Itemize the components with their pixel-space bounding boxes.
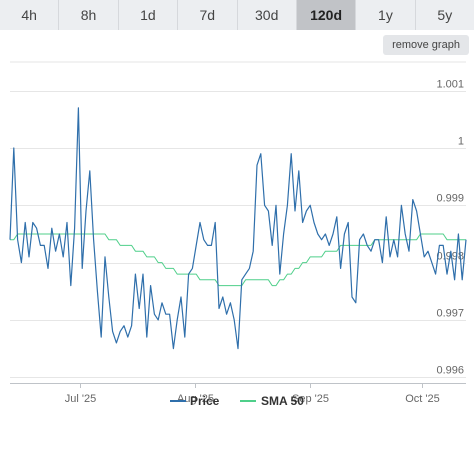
range-button-30d[interactable]: 30d <box>237 0 297 30</box>
y-tick-label: 0.996 <box>436 365 464 377</box>
y-tick-label: 1.001 <box>436 79 464 91</box>
sma-50-line <box>10 233 466 287</box>
x-axis-ticks: Jul '25 Aug '25 Sep '25 Oct '25 <box>65 383 440 405</box>
y-tick-label: 0.997 <box>436 308 464 320</box>
remove-graph-button[interactable]: remove graph <box>383 35 469 55</box>
legend-sma-label[interactable]: SMA 50 <box>261 394 304 408</box>
range-button-4h[interactable]: 4h <box>0 0 60 30</box>
range-button-1y[interactable]: 1y <box>356 0 416 30</box>
y-tick-label: 0.999 <box>436 193 464 205</box>
range-button-5y[interactable]: 5y <box>415 0 474 30</box>
range-button-1d[interactable]: 1d <box>118 0 179 30</box>
time-range-selector: 4h 8h 1d 7d 30d 120d 1y 5y <box>0 0 474 30</box>
legend-price-label[interactable]: Price <box>190 394 220 408</box>
range-button-7d[interactable]: 7d <box>178 0 238 30</box>
x-tick-label: Sep '25 <box>292 393 329 405</box>
y-tick-label: 1 <box>458 136 464 148</box>
legend[interactable]: Price SMA 50 <box>170 394 304 408</box>
range-button-120d[interactable]: 120d <box>296 0 357 30</box>
price-line <box>9 107 467 350</box>
series <box>9 107 467 350</box>
x-tick-label: Aug '25 <box>177 393 214 405</box>
x-tick-label: Oct '25 <box>405 393 440 405</box>
x-tick-label: Jul '25 <box>65 393 96 405</box>
range-button-8h[interactable]: 8h <box>59 0 119 30</box>
